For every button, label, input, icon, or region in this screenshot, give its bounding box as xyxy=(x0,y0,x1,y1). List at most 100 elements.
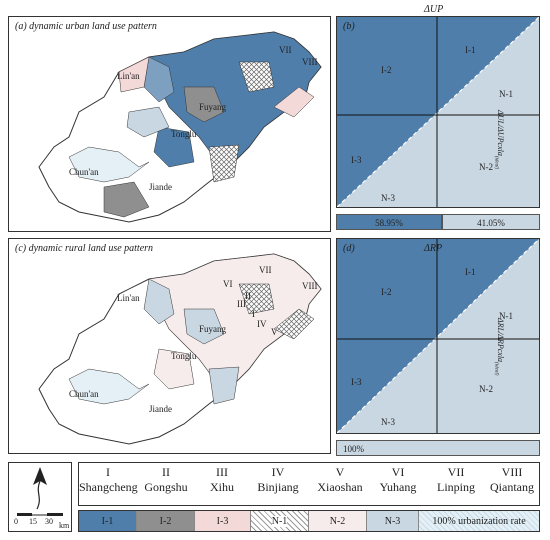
legend-n1-label: N-1 xyxy=(271,515,288,527)
label-i-c: I xyxy=(252,309,255,319)
rural-map xyxy=(38,253,322,445)
label-tonglu: Tonglu xyxy=(171,129,197,139)
quad-n2-d: N-2 xyxy=(479,384,493,394)
district-3-num: III xyxy=(216,465,228,479)
legend-n3: N-3 xyxy=(367,511,419,531)
legend-i1: I-1 xyxy=(79,511,137,531)
district-4: IV Binjiang xyxy=(249,465,307,495)
label-fuyang: Fuyang xyxy=(199,102,226,112)
legend-n2-label: N-2 xyxy=(329,515,346,527)
urban-map-panel: (a) dynamic urban land use pattern Lin'a… xyxy=(8,16,331,232)
panel-b-right-axis-sub: (ideal) xyxy=(493,155,499,170)
legend: I-1 I-2 I-3 N-1 N-2 N-3 100% urbanizatio… xyxy=(78,510,540,532)
panel-b-top-axis: ΔUP xyxy=(424,4,444,15)
legend-full-urban-label: 100% urbanization rate xyxy=(432,515,526,527)
district-4-num: IV xyxy=(271,465,285,479)
label-fuyang-c: Fuyang xyxy=(199,324,226,334)
district-1: I Shangcheng xyxy=(79,465,138,495)
district-7-name: Linping xyxy=(437,480,475,494)
legend-n2: N-2 xyxy=(309,511,367,531)
panel-c-title: (c) dynamic rural land use pattern xyxy=(15,243,154,254)
district-6-name: Yuhang xyxy=(379,480,417,494)
district-6-num: VI xyxy=(391,465,405,479)
district-8-name: Qiantang xyxy=(490,480,534,494)
north-arrow-scale: 0 15 30 km xyxy=(8,462,72,532)
legend-full-urban: 100% urbanization rate xyxy=(419,511,539,531)
panel-d-top-axis: ΔRP xyxy=(424,243,443,254)
rural-map-panel: (c) dynamic rural land use pattern Lin'a… xyxy=(8,238,331,454)
district-2-num: II xyxy=(162,465,170,479)
label-v-c: V xyxy=(271,327,278,337)
panel-d-right-axis: ΔRL/ΔRPcxla(ideal) xyxy=(493,318,505,375)
label-vii-c: VII xyxy=(259,265,272,275)
district-3-name: Xihu xyxy=(210,480,234,494)
district-key: I Shangcheng II Gongshu III Xihu IV Binjiang… xyxy=(78,462,540,506)
panel-b-right-axis: ΔUL/ΔUPcxla(ideal) xyxy=(493,110,505,169)
label-viii: VIII xyxy=(302,57,318,67)
rural-scatter-panel: (d) I-1 I-2 I-3 N-1 N-2 N-3 xyxy=(336,238,540,434)
label-jiande: Jiande xyxy=(149,182,172,192)
panel-b-title: (b) xyxy=(343,21,355,32)
district-4-name: Binjiang xyxy=(257,480,299,494)
district-2: II Gongshu xyxy=(137,465,195,495)
label-viii-c: VIII xyxy=(302,281,318,291)
quad-i2: I-2 xyxy=(381,65,392,75)
north-arrow-icon xyxy=(17,467,63,516)
panel-d-right-axis-sub: (ideal) xyxy=(493,362,499,376)
quad-n1: N-1 xyxy=(499,89,513,99)
legend-i3: I-3 xyxy=(195,511,251,531)
district-6: VI Yuhang xyxy=(369,465,427,495)
urban-share-left: 58.95% xyxy=(336,214,442,230)
urban-scatter xyxy=(337,17,539,207)
urban-scatter-panel: (b) I-1 I-2 I-3 N-1 N-2 N-3 xyxy=(336,16,540,208)
quad-i1-d: I-1 xyxy=(465,267,476,277)
district-3: III Xihu xyxy=(193,465,251,495)
scale-30: 30 xyxy=(45,517,53,526)
district-5: V Xiaoshan xyxy=(311,465,369,495)
scale-unit: km xyxy=(59,521,70,530)
district-7: VII Linping xyxy=(427,465,485,495)
label-chunan-c: Chun'an xyxy=(69,389,99,399)
district-2-name: Gongshu xyxy=(144,480,188,494)
quad-i3-d: I-3 xyxy=(351,377,362,387)
legend-n3-label: N-3 xyxy=(384,515,401,527)
quad-i2-d: I-2 xyxy=(381,287,392,297)
district-1-name: Shangcheng xyxy=(79,480,138,494)
label-chunan: Chun'an xyxy=(69,167,99,177)
quad-i3: I-3 xyxy=(351,155,362,165)
quad-n1-d: N-1 xyxy=(499,311,513,321)
panel-b-right-axis-text: ΔUL/ΔUPcxla xyxy=(496,110,505,156)
quad-n3-d: N-3 xyxy=(381,417,395,427)
rural-scatter xyxy=(337,239,539,433)
label-ii-c: II xyxy=(245,291,251,301)
label-iv-c: IV xyxy=(257,319,267,329)
panel-a-title: (a) dynamic urban land use pattern xyxy=(15,21,157,32)
quad-n2: N-2 xyxy=(479,162,493,172)
label-vi-c: VI xyxy=(223,279,233,289)
scale-15: 15 xyxy=(29,517,37,526)
quad-n3: N-3 xyxy=(381,193,395,203)
urban-share-right: 41.05% xyxy=(442,214,540,230)
label-jiande-c: Jiande xyxy=(149,404,172,414)
legend-n1: N-1 xyxy=(251,511,309,531)
label-tonglu-c: Tonglu xyxy=(171,351,197,361)
district-5-num: V xyxy=(335,465,345,479)
district-5-name: Xiaoshan xyxy=(317,480,363,494)
urban-map xyxy=(38,31,322,223)
label-iii-c: III xyxy=(237,299,246,309)
panel-d-title: (d) xyxy=(343,243,355,254)
label-linan: Lin'an xyxy=(117,71,140,81)
scale-0: 0 xyxy=(14,517,18,526)
panel-d-right-axis-text: ΔRL/ΔRPcxla xyxy=(496,318,505,363)
rural-share-full: 100% xyxy=(336,440,540,456)
legend-i1-label: I-1 xyxy=(101,515,114,527)
legend-i2-label: I-2 xyxy=(159,515,172,527)
label-linan-c: Lin'an xyxy=(117,293,140,303)
district-8-num: VIII xyxy=(501,465,523,479)
quad-i1: I-1 xyxy=(465,45,476,55)
district-7-num: VII xyxy=(447,465,465,479)
legend-i3-label: I-3 xyxy=(216,515,229,527)
label-vii: VII xyxy=(279,45,292,55)
district-8: VIII Qiantang xyxy=(483,465,541,495)
legend-i2: I-2 xyxy=(137,511,195,531)
